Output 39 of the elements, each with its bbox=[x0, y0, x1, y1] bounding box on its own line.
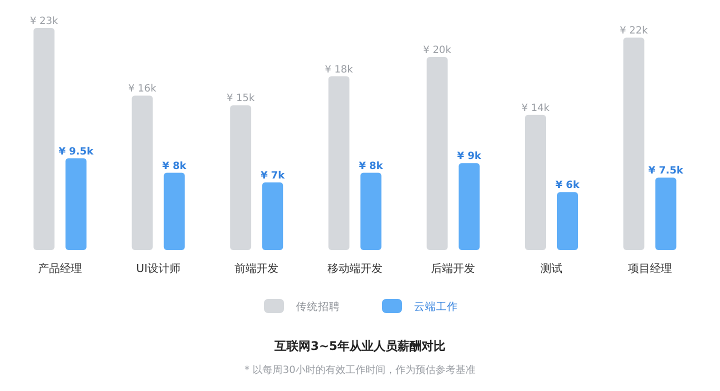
bar bbox=[655, 178, 676, 250]
bar bbox=[458, 163, 480, 250]
x-tick-label: UI设计师 bbox=[136, 262, 180, 275]
x-tick-label: 前端开发 bbox=[234, 262, 279, 275]
x-tick-label: 后端开发 bbox=[431, 262, 476, 275]
data-label: ¥ 22k bbox=[620, 26, 648, 37]
bar bbox=[360, 172, 382, 250]
data-label: ¥ 9k bbox=[457, 151, 482, 162]
x-tick-label: 产品经理 bbox=[38, 262, 82, 275]
data-label: ¥ 8k bbox=[358, 160, 384, 172]
data-label: ¥ 23k bbox=[30, 16, 58, 27]
text: 互联网3~5年从业人员薪酬对比 bbox=[274, 339, 446, 353]
text: * 以每周30小时的有效工作时间，作为预估参考基准 bbox=[244, 364, 476, 376]
x-tick-label: 测试 bbox=[540, 262, 562, 275]
data-label: ¥ 9.5k bbox=[58, 146, 94, 158]
bar bbox=[132, 96, 153, 250]
bar bbox=[164, 172, 185, 250]
x-tick-label: 移动端开发 bbox=[327, 262, 382, 275]
data-label: ¥ 20k bbox=[423, 44, 452, 56]
bar bbox=[525, 114, 546, 250]
data-label: ¥ 14k bbox=[521, 102, 550, 114]
data-label: ¥ 15k bbox=[226, 93, 255, 104]
bar bbox=[34, 28, 54, 250]
data-label: ¥ 18k bbox=[324, 64, 354, 76]
bar bbox=[230, 105, 252, 250]
x-tick-label: 项目经理 bbox=[628, 262, 672, 275]
data-label: ¥ 6k bbox=[555, 180, 580, 192]
data-label: ¥ 7.5k bbox=[648, 166, 684, 177]
data-label: ¥ 7k bbox=[260, 170, 285, 182]
legend-label: 云端工作 bbox=[414, 300, 458, 313]
bar bbox=[557, 192, 578, 250]
bar bbox=[623, 38, 644, 250]
bar bbox=[262, 182, 284, 250]
bar bbox=[328, 76, 350, 250]
bar bbox=[66, 158, 86, 250]
bar bbox=[426, 56, 448, 250]
data-label: ¥ 8k bbox=[162, 160, 187, 172]
legend-label: 传统招聘 bbox=[296, 300, 340, 313]
data-label: ¥ 16k bbox=[128, 84, 157, 95]
